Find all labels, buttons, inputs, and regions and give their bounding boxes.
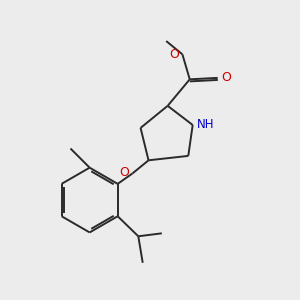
Text: O: O xyxy=(119,166,129,178)
Text: O: O xyxy=(221,71,231,84)
Text: O: O xyxy=(169,48,179,61)
Text: NH: NH xyxy=(197,118,214,131)
